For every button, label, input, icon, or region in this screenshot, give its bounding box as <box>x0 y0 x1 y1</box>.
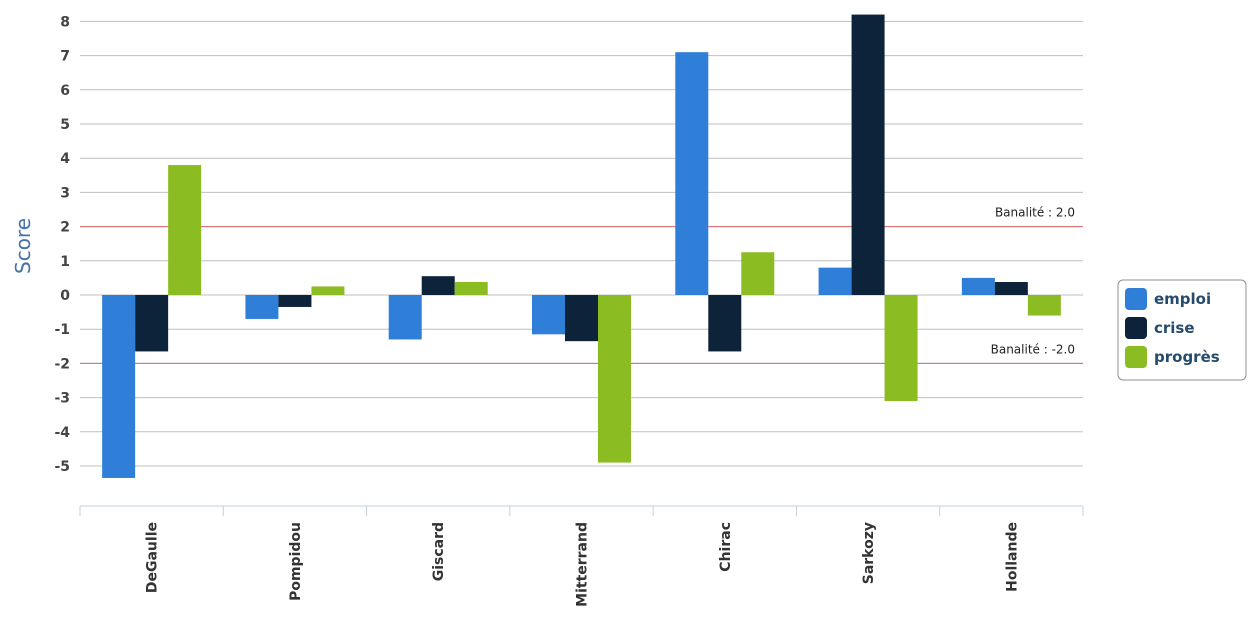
bars <box>102 14 1061 478</box>
y-tick-label: -3 <box>54 391 70 407</box>
legend-item-label[interactable]: emploi <box>1154 290 1211 308</box>
bar-progrès-Pompidou[interactable] <box>311 286 345 295</box>
bar-emploi-Giscard[interactable] <box>388 295 422 340</box>
bar-crise-DeGaulle[interactable] <box>135 295 169 352</box>
y-tick-label: -2 <box>54 356 70 372</box>
bar-emploi-DeGaulle[interactable] <box>102 295 136 478</box>
y-tick-label: 5 <box>60 117 70 133</box>
x-tick-label: DeGaulle <box>145 522 161 593</box>
y-tick-label: -5 <box>54 459 70 475</box>
bar-emploi-Chirac[interactable] <box>675 52 709 296</box>
y-tick-label: -1 <box>54 322 70 338</box>
y-tick-label: 6 <box>60 83 70 99</box>
bar-emploi-Pompidou[interactable] <box>245 295 279 319</box>
x-tick-label: Hollande <box>1004 522 1020 592</box>
y-tick-label: 4 <box>60 151 70 167</box>
grid-layer <box>80 20 1083 467</box>
bar-emploi-Mitterrand[interactable] <box>532 295 565 335</box>
x-tick-label: Sarkozy <box>861 522 877 584</box>
bar-crise-Sarkozy[interactable] <box>851 14 885 296</box>
y-tick-label: 3 <box>60 185 70 201</box>
x-tick-label: Chirac <box>718 522 734 572</box>
x-tick-label: Giscard <box>431 522 447 581</box>
legend-item-label[interactable]: crise <box>1154 319 1195 337</box>
legend-swatch[interactable] <box>1125 346 1147 368</box>
legend-swatch[interactable] <box>1125 317 1147 339</box>
bar-crise-Mitterrand[interactable] <box>565 295 598 342</box>
y-tick-label: -4 <box>54 425 70 441</box>
bar-crise-Chirac[interactable] <box>708 295 742 352</box>
bar-progrès-Chirac[interactable] <box>741 252 775 295</box>
legend[interactable]: emploi crise progrès <box>1117 279 1247 381</box>
legend-swatch[interactable] <box>1125 288 1147 310</box>
bar-progrès-Mitterrand[interactable] <box>598 295 631 463</box>
bar-progrès-Giscard[interactable] <box>454 282 488 295</box>
legend-item-label[interactable]: progrès <box>1154 348 1220 366</box>
bar-emploi-Hollande[interactable] <box>961 277 995 295</box>
reference-line-label: Banalité : -2.0 <box>991 342 1075 356</box>
bar-progrès-DeGaulle[interactable] <box>168 165 202 295</box>
bar-crise-Hollande[interactable] <box>994 282 1028 295</box>
bar-crise-Pompidou[interactable] <box>278 295 312 307</box>
legend-box <box>1117 279 1247 381</box>
y-tick-label: 7 <box>60 49 70 65</box>
y-tick-label: 8 <box>60 14 70 30</box>
bar-progrès-Sarkozy[interactable] <box>884 295 918 402</box>
y-tick-label: 0 <box>60 288 70 304</box>
y-tick-label: 1 <box>60 254 70 270</box>
x-tick-label: Pompidou <box>288 522 304 601</box>
reference-line-label: Banalité : 2.0 <box>995 206 1075 220</box>
y-axis-title: Score <box>11 218 35 274</box>
x-tick-label: Mitterrand <box>575 522 591 607</box>
bar-emploi-Sarkozy[interactable] <box>818 267 852 295</box>
bar-progrès-Hollande[interactable] <box>1027 295 1061 316</box>
y-tick-label: 2 <box>60 220 70 236</box>
axes: -5 -4 -3 -2 -1 0 1 2 3 4 5 6 7 8 DeGaulle Pompidou Gisca… <box>54 14 1084 607</box>
bar-crise-Giscard[interactable] <box>421 276 455 295</box>
